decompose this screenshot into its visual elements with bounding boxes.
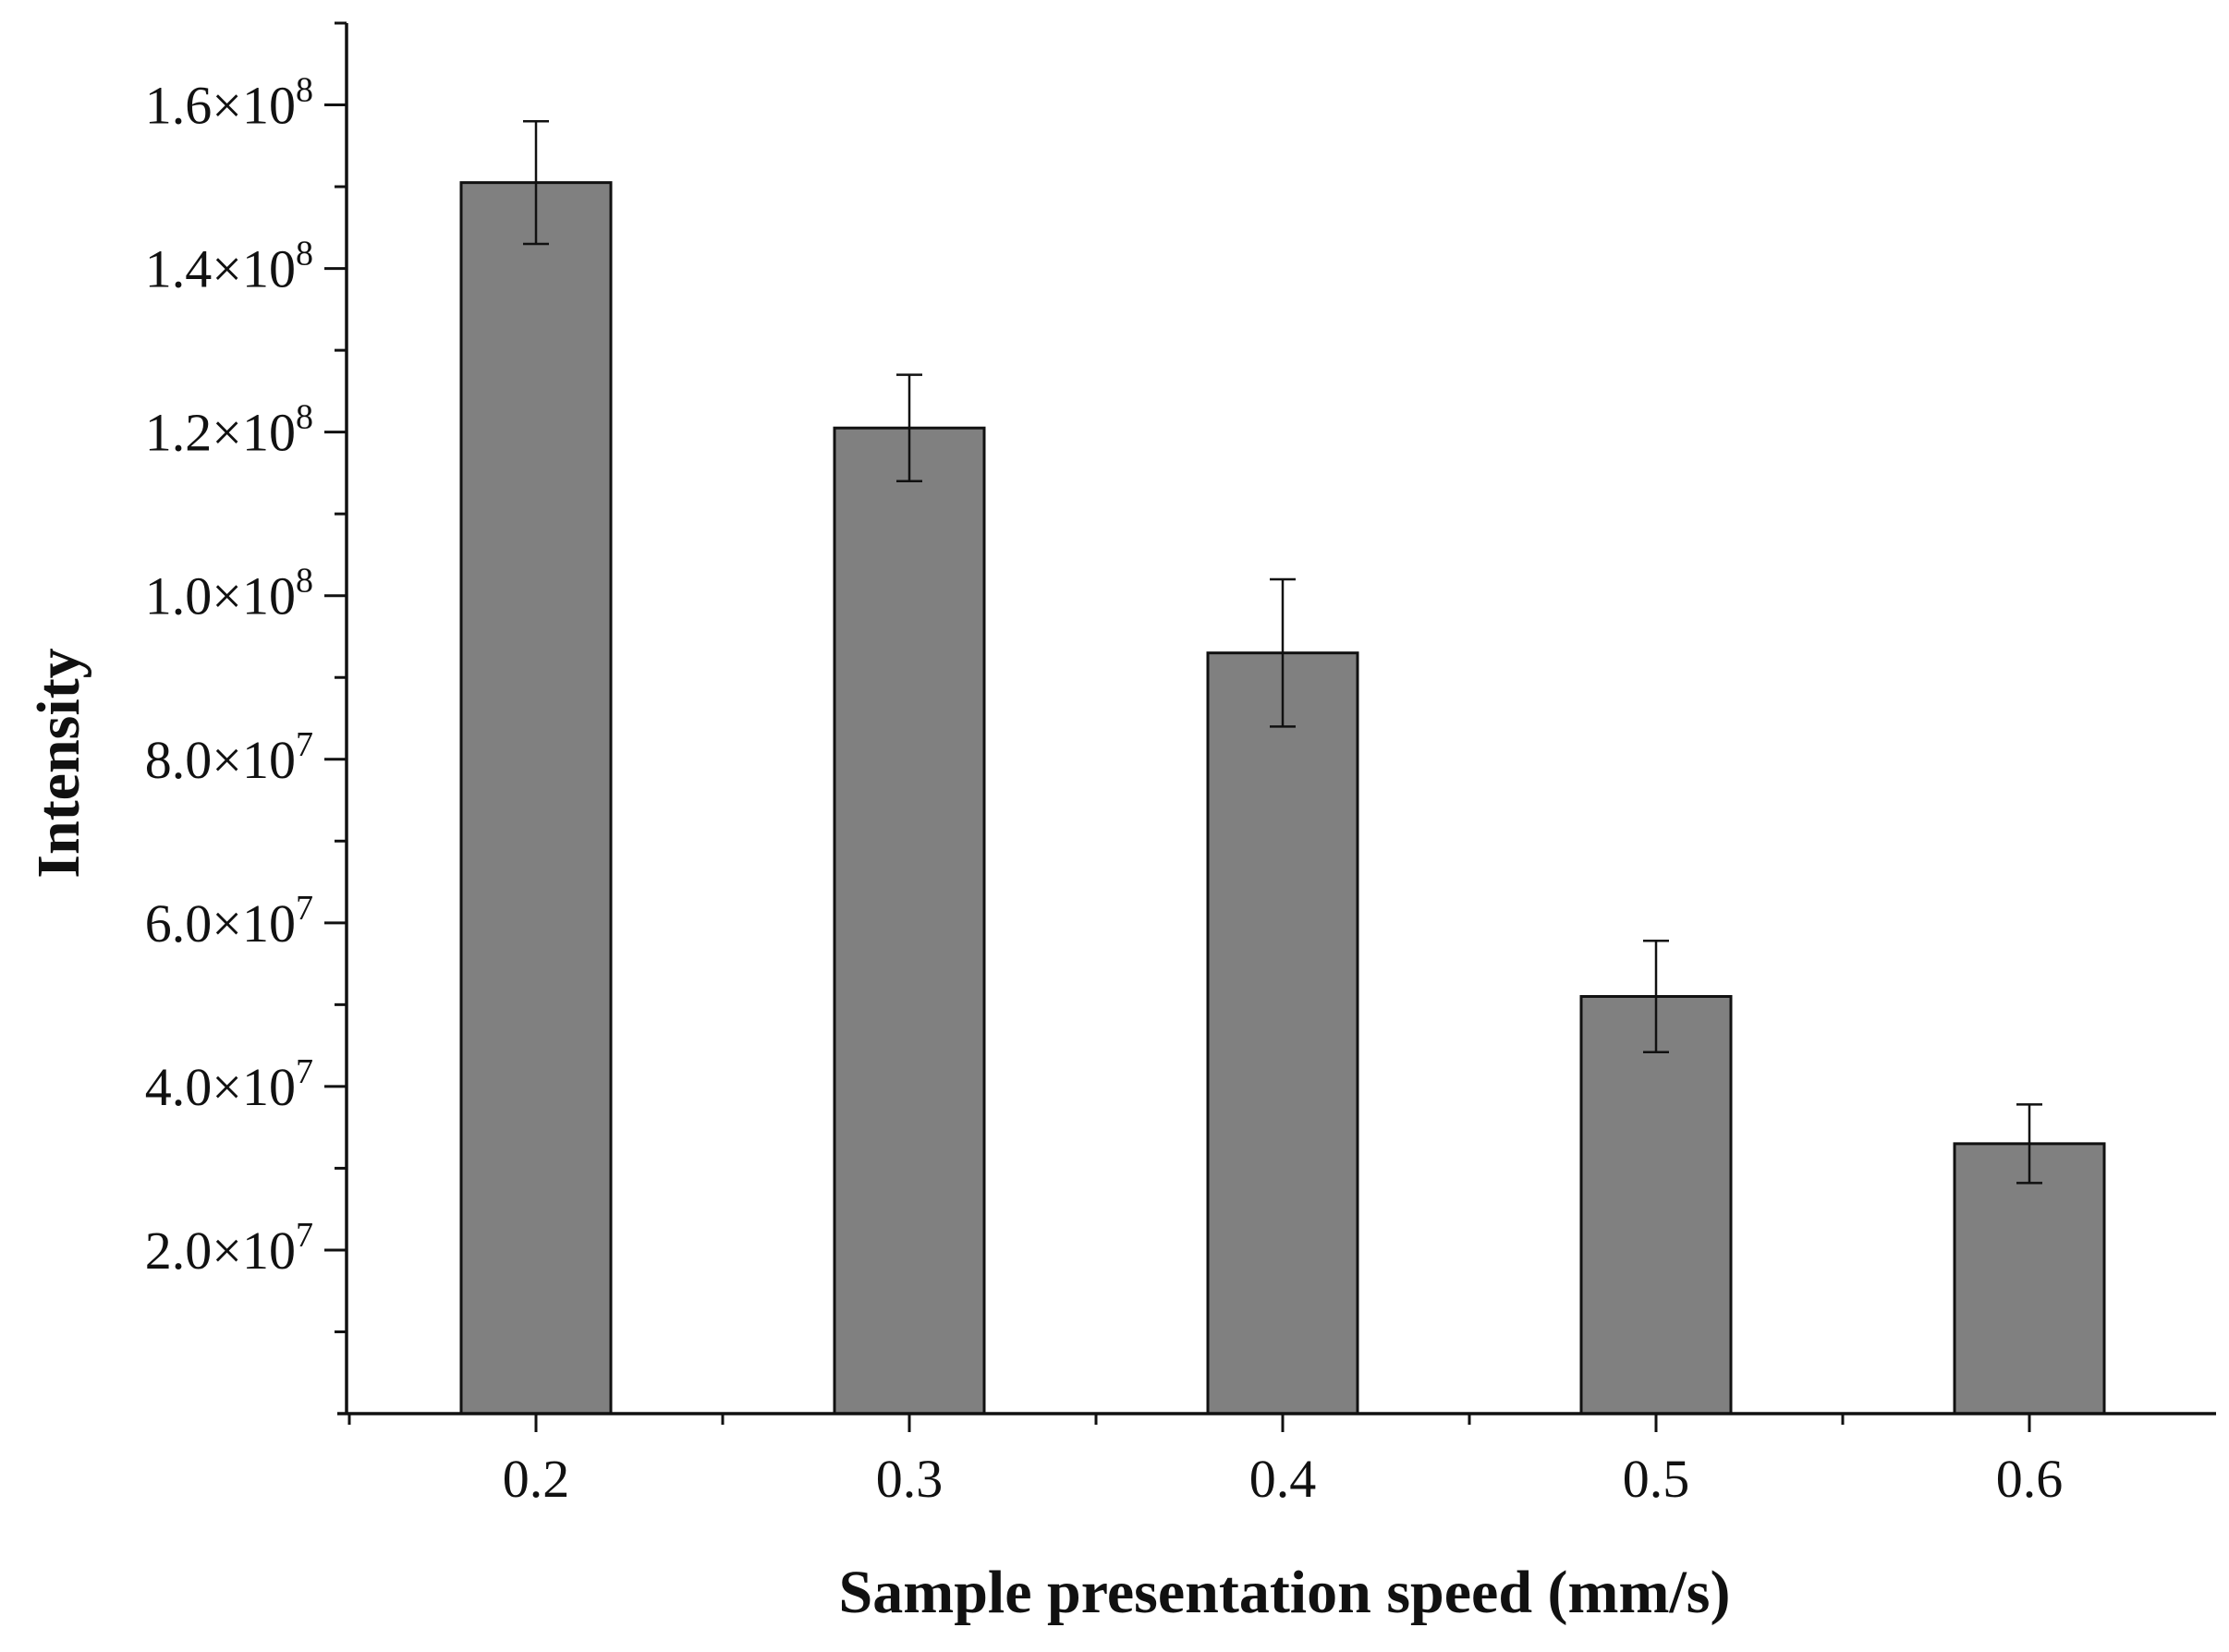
x-tick-label-0.2: 0.2 <box>503 1449 570 1509</box>
y-tick-label: 1.6×108 <box>145 71 313 136</box>
y-tick-label: 1.2×108 <box>145 398 313 463</box>
bar-0.5 <box>1579 995 1733 1415</box>
y-tick-label: 6.0×107 <box>145 889 313 954</box>
bar-0.2 <box>459 181 613 1415</box>
y-tick-label: 1.0×108 <box>145 562 313 626</box>
axes-layer <box>324 21 2216 1432</box>
y-tick-label: 2.0×107 <box>145 1216 313 1281</box>
y-axis-title: Intensity <box>25 648 92 878</box>
y-tick-label: 1.4×108 <box>145 235 313 299</box>
y-tick-label: 8.0×107 <box>145 725 313 790</box>
bar-0.4 <box>1206 651 1359 1415</box>
x-tick-label-0.6: 0.6 <box>1996 1449 2064 1509</box>
x-tick-label-0.3: 0.3 <box>876 1449 944 1509</box>
x-axis-title: Sample presentation speed (mm/s) <box>839 1559 1731 1626</box>
x-tick-label-0.4: 0.4 <box>1249 1449 1317 1509</box>
bar-0.6 <box>1953 1142 2106 1415</box>
bars-layer <box>459 181 2106 1415</box>
error-bars-layer <box>523 119 2042 1184</box>
x-tick-label-0.5: 0.5 <box>1623 1449 1690 1509</box>
y-tick-label: 4.0×107 <box>145 1052 313 1117</box>
bar-0.3 <box>833 426 986 1415</box>
tick-labels-layer: 2.0×107 4.0×107 6.0×107 8.0×107 1.0×108 1.2×1… <box>145 71 2063 1509</box>
